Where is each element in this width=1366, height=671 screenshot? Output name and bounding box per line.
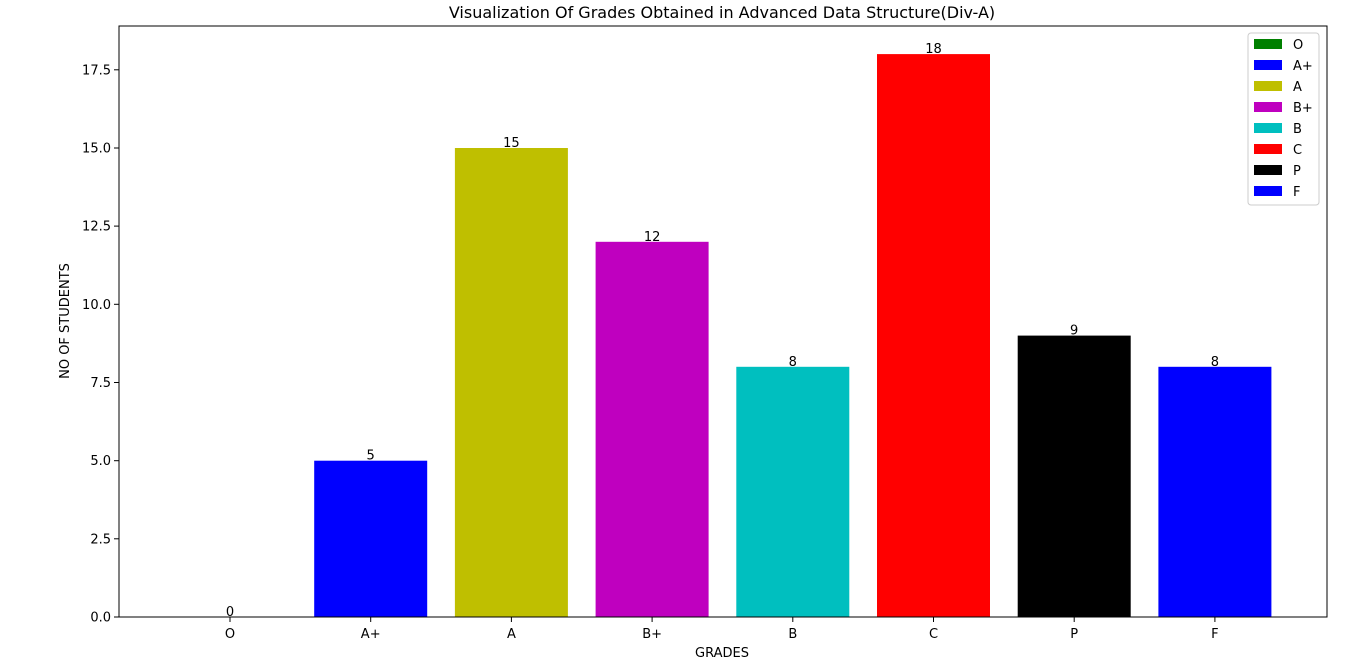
x-tick-label: B (788, 627, 797, 642)
legend-swatch (1254, 186, 1282, 196)
data-label: 0 (226, 605, 234, 620)
legend-label: A+ (1293, 59, 1313, 74)
y-tick-label: 5.0 (90, 454, 111, 469)
x-tick-label: B+ (642, 627, 662, 642)
legend-label: B (1293, 122, 1302, 137)
legend-label: C (1293, 143, 1302, 158)
legend-label: O (1293, 38, 1303, 53)
data-label: 8 (1211, 355, 1219, 370)
legend-label: P (1293, 164, 1301, 179)
x-tick-label: C (929, 627, 938, 642)
bar-f (1158, 366, 1272, 617)
bars-group (314, 54, 1272, 618)
x-tick-label: P (1070, 627, 1078, 642)
y-tick-label: 12.5 (82, 220, 111, 235)
bar-c (877, 54, 990, 618)
x-axis: O A+ A B+ B C P F (225, 617, 1219, 642)
x-tick-label: O (225, 627, 235, 642)
y-tick-label: 2.5 (90, 532, 111, 547)
legend-swatch (1254, 102, 1282, 112)
y-tick-label: 0.0 (90, 611, 111, 626)
legend-label: A (1293, 80, 1302, 95)
data-label: 8 (789, 355, 797, 370)
x-tick-label: F (1211, 627, 1218, 642)
legend-swatch (1254, 144, 1282, 154)
bar-a-plus (314, 460, 428, 617)
data-label: 5 (367, 449, 375, 464)
bar-a (454, 148, 568, 617)
y-tick-label: 15.0 (82, 142, 111, 157)
legend-label: B+ (1293, 101, 1313, 116)
y-axis-label: NO OF STUDENTS (58, 263, 73, 379)
legend-swatch (1254, 60, 1282, 70)
data-label: 18 (925, 42, 942, 57)
legend-swatch (1254, 165, 1282, 175)
legend-swatch (1254, 123, 1282, 133)
bar-p (1017, 335, 1131, 617)
legend-swatch (1254, 81, 1282, 91)
chart-title: Visualization Of Grades Obtained in Adva… (449, 3, 995, 22)
data-label: 9 (1070, 324, 1078, 339)
legend-swatch (1254, 39, 1282, 49)
legend-box (1247, 32, 1320, 206)
y-tick-label: 10.0 (82, 298, 111, 313)
y-tick-label: 7.5 (90, 376, 111, 391)
data-label: 12 (644, 230, 661, 245)
data-label: 15 (503, 136, 520, 151)
x-axis-label: GRADES (695, 646, 749, 661)
x-tick-label: A (507, 627, 516, 642)
plot-frame (118, 25, 1328, 618)
bar-b-plus (595, 241, 709, 618)
x-tick-label: A+ (361, 627, 381, 642)
legend-label: F (1293, 185, 1300, 200)
plot-area (119, 26, 1327, 617)
data-labels-group: 0 5 15 12 8 18 9 8 (226, 42, 1219, 620)
y-axis: 0.0 2.5 5.0 7.5 10.0 12.5 15.0 17.5 (82, 63, 119, 626)
y-tick-label: 17.5 (82, 63, 111, 78)
bar-b (736, 366, 850, 617)
